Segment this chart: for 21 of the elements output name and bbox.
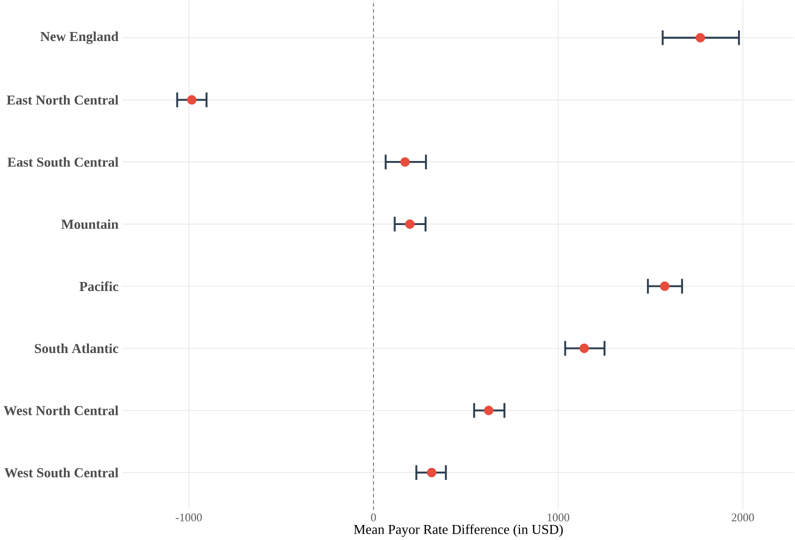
point xyxy=(660,281,670,291)
y-tick-label: East South Central xyxy=(7,156,118,167)
point xyxy=(400,157,410,167)
y-tick-label: West North Central xyxy=(4,405,118,416)
y-tick-label: New England xyxy=(40,31,118,44)
x-tick-label: 1000 xyxy=(548,513,570,522)
point xyxy=(579,343,589,353)
x-tick-label: 0 xyxy=(371,513,376,522)
point xyxy=(696,32,706,42)
y-tick-label: West South Central xyxy=(4,468,118,478)
y-tick-label: Mountain xyxy=(61,219,118,229)
point xyxy=(405,219,415,229)
y-tick-label: Pacific xyxy=(79,281,118,291)
point xyxy=(484,406,494,416)
x-tick-label: 2000 xyxy=(732,513,754,522)
x-tick-label: -1000 xyxy=(176,513,202,522)
point xyxy=(187,94,196,104)
y-tick-label: East North Central xyxy=(6,94,118,104)
point xyxy=(426,468,436,478)
x-axis-title: Mean Payor Rate Difference (in USD) xyxy=(354,524,563,537)
y-tick-label: South Atlantic xyxy=(34,343,118,353)
